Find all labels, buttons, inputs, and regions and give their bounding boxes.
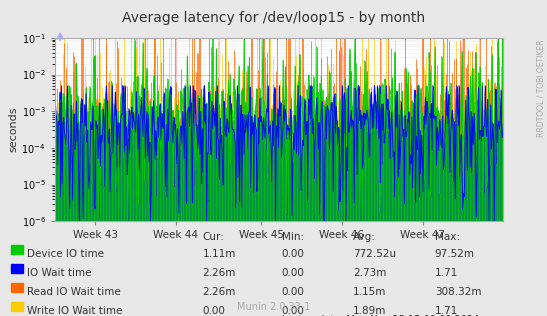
Text: 772.52u: 772.52u (353, 249, 396, 259)
Text: Avg:: Avg: (353, 232, 376, 242)
Text: Cur:: Cur: (202, 232, 224, 242)
Text: Max:: Max: (435, 232, 460, 242)
Text: 0.00: 0.00 (282, 249, 305, 259)
Text: 308.32m: 308.32m (435, 287, 481, 297)
Text: Device IO time: Device IO time (27, 249, 104, 259)
Text: Last update: Mon Nov 25 15:00:00 2024: Last update: Mon Nov 25 15:00:00 2024 (282, 315, 479, 316)
Text: IO Wait time: IO Wait time (27, 268, 92, 278)
Text: 2.26m: 2.26m (202, 287, 236, 297)
Text: 1.71: 1.71 (435, 306, 458, 316)
Text: 2.73m: 2.73m (353, 268, 386, 278)
Text: 2.26m: 2.26m (202, 268, 236, 278)
Text: RRDTOOL / TOBI OETIKER: RRDTOOL / TOBI OETIKER (537, 40, 546, 137)
Text: Write IO Wait time: Write IO Wait time (27, 306, 123, 316)
Text: 97.52m: 97.52m (435, 249, 475, 259)
Text: 0.00: 0.00 (202, 306, 225, 316)
Text: 0.00: 0.00 (282, 268, 305, 278)
Text: 1.15m: 1.15m (353, 287, 386, 297)
Y-axis label: seconds: seconds (9, 107, 19, 152)
Text: Min:: Min: (282, 232, 304, 242)
Text: 1.11m: 1.11m (202, 249, 236, 259)
Text: 0.00: 0.00 (282, 287, 305, 297)
Text: Munin 2.0.33-1: Munin 2.0.33-1 (237, 302, 310, 312)
Text: Average latency for /dev/loop15 - by month: Average latency for /dev/loop15 - by mon… (122, 11, 425, 25)
Text: 1.89m: 1.89m (353, 306, 386, 316)
Text: Read IO Wait time: Read IO Wait time (27, 287, 121, 297)
Text: 1.71: 1.71 (435, 268, 458, 278)
Text: 0.00: 0.00 (282, 306, 305, 316)
